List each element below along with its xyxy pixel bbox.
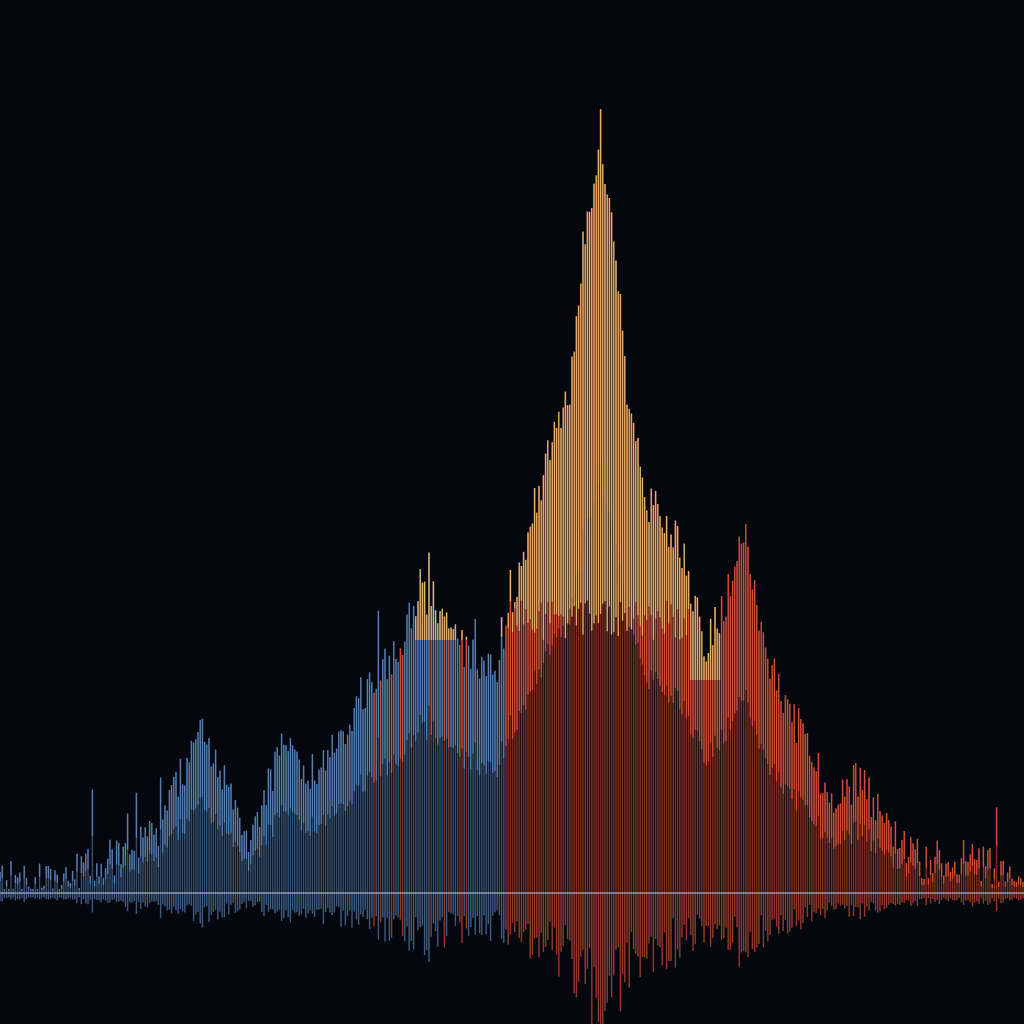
reflection-bars <box>0 893 1024 1024</box>
spectrum-bars <box>0 109 1024 893</box>
